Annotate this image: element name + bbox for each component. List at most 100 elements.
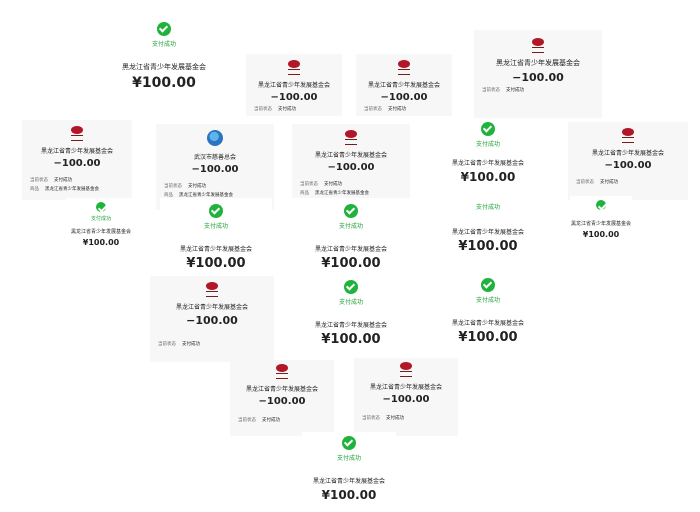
amount: −100.00 [258, 396, 306, 407]
receipt-card-6: 支付成功 黑龙江省青少年发展基金会 ¥100.00 [66, 198, 136, 248]
org-name: 黑龙江省青少年发展基金会 [122, 63, 206, 71]
org-name: 黑龙江省青少年发展基金会 [314, 246, 387, 253]
receipt-card-14: 支付成功 黑龙江省青少年发展基金会 ¥100.00 [428, 196, 548, 258]
receipt-card-5: 黑龙江省青少年发展基金会 −100.00 当前状态 支付成功 商品 黑龙江省青少年发… [22, 120, 132, 200]
payment-status: 支付成功 [338, 299, 363, 306]
payment-status: 支付成功 [475, 141, 500, 148]
receipt-card-18: 黑龙江省青少年发展基金会 −100.00 当前状态 支付成功 [230, 360, 334, 436]
receipt-card-11: 黑龙江省青少年发展基金会 ¥100.00 [570, 196, 632, 246]
amount: ¥100.00 [458, 239, 518, 254]
amount: −100.00 [327, 162, 375, 173]
amount: ¥100.00 [321, 332, 381, 347]
payment-status: 支付成功 [151, 41, 176, 48]
receipt-card-4: 黑龙江省青少年发展基金会 −100.00 当前状态 支付成功 [474, 30, 602, 118]
receipt-card-9: 支付成功 黑龙江省青少年发展基金会 ¥100.00 [428, 118, 548, 198]
status-row: 当前状态 支付成功 [482, 88, 524, 93]
receipt-card-19: 黑龙江省青少年发展基金会 −100.00 当前状态 支付成功 [354, 358, 458, 436]
receipt-card-20: 支付成功 黑龙江省青少年发展基金会 ¥100.00 [302, 432, 396, 504]
org-name: 黑龙江省青少年发展基金会 [40, 148, 113, 155]
receipt-card-2: 黑龙江省青少年发展基金会 −100.00 当前状态 支付成功 [246, 54, 342, 116]
receipt-card-7: 武汉市慈善总会 −100.00 当前状态 支付成功 商品 黑龙江省青少年发展基金会 [156, 124, 274, 210]
foundation-logo-icon [275, 364, 289, 379]
amount: ¥100.00 [458, 330, 518, 345]
receipt-card-16: 支付成功 黑龙江省青少年发展基金会 ¥100.00 [292, 276, 410, 348]
amount: −100.00 [380, 92, 428, 103]
org-name: 黑龙江省青少年发展基金会 [175, 304, 248, 311]
foundation-logo-icon [205, 282, 219, 297]
check-icon [344, 204, 358, 218]
amount: ¥100.00 [132, 75, 196, 91]
amount: −100.00 [191, 164, 239, 175]
status-row: 当前状态 支付成功 [364, 107, 406, 112]
org-name: 黑龙江省青少年发展基金会 [496, 59, 580, 67]
status-row: 当前状态 支付成功 [254, 107, 296, 112]
payment-status: 支付成功 [475, 204, 500, 211]
receipt-card-17: 支付成功 黑龙江省青少年发展基金会 ¥100.00 [432, 274, 544, 348]
org-name: 黑龙江省青少年发展基金会 [257, 82, 330, 89]
item-row: 商品 黑龙江省青少年发展基金会 [30, 187, 99, 192]
foundation-logo-icon [621, 128, 635, 143]
status-row: 当前状态 支付成功 [576, 180, 618, 185]
receipt-card-1: 支付成功 黑龙江省青少年发展基金会 ¥100.00 [98, 20, 230, 112]
status-row: 当前状态 支付成功 [158, 342, 200, 347]
check-icon [481, 122, 495, 136]
payment-status: 支付成功 [90, 216, 111, 222]
foundation-logo-icon [344, 130, 358, 145]
payment-status: 支付成功 [338, 223, 363, 230]
amount: ¥100.00 [321, 256, 381, 270]
amount: ¥100.00 [82, 238, 120, 247]
receipt-card-13: 支付成功 黑龙江省青少年发展基金会 ¥100.00 [292, 198, 410, 270]
check-icon [96, 202, 106, 212]
amount: −100.00 [186, 314, 238, 327]
foundation-logo-icon [70, 126, 84, 141]
org-name: 黑龙江省青少年发展基金会 [70, 229, 131, 235]
check-icon [209, 204, 223, 218]
foundation-logo-icon [397, 60, 411, 75]
org-name: 黑龙江省青少年发展基金会 [312, 478, 385, 485]
org-name: 黑龙江省青少年发展基金会 [451, 229, 524, 236]
amount: −100.00 [604, 160, 652, 171]
item-row: 商品 黑龙江省青少年发展基金会 [300, 191, 369, 196]
amount: −100.00 [382, 394, 430, 405]
check-icon [342, 436, 356, 450]
amount: ¥100.00 [460, 170, 516, 184]
amount: −100.00 [512, 71, 564, 84]
status-row: 当前状态 支付成功 [238, 418, 280, 423]
amount: −100.00 [53, 158, 101, 169]
payment-status: 支付成功 [203, 223, 228, 230]
org-name: 黑龙江省青少年发展基金会 [591, 150, 664, 157]
status-row: 当前状态 支付成功 [164, 184, 206, 189]
org-name: 黑龙江省青少年发展基金会 [245, 386, 318, 393]
receipt-card-3: 黑龙江省青少年发展基金会 −100.00 当前状态 支付成功 [356, 54, 452, 116]
org-name: 黑龙江省青少年发展基金会 [451, 320, 524, 327]
org-name: 黑龙江省青少年发展基金会 [369, 384, 442, 391]
org-name: 武汉市慈善总会 [193, 154, 236, 161]
check-icon [596, 200, 606, 210]
receipt-card-12: 支付成功 黑龙江省青少年发展基金会 ¥100.00 [160, 198, 272, 270]
item-row: 商品 黑龙江省青少年发展基金会 [164, 193, 233, 198]
check-icon [157, 22, 171, 36]
amount: −100.00 [270, 92, 318, 103]
amount: ¥100.00 [582, 230, 620, 239]
org-name: 黑龙江省青少年发展基金会 [367, 82, 440, 89]
payment-status: 支付成功 [475, 297, 500, 304]
foundation-logo-icon [287, 60, 301, 75]
amount: ¥100.00 [321, 488, 377, 502]
foundation-logo-icon [399, 362, 413, 377]
check-icon [344, 280, 358, 294]
org-name: 黑龙江省青少年发展基金会 [451, 160, 524, 167]
check-icon [481, 278, 495, 292]
receipt-card-8: 黑龙江省青少年发展基金会 −100.00 当前状态 支付成功 商品 黑龙江省青少年发… [292, 124, 410, 210]
status-row: 当前状态 支付成功 [362, 416, 404, 421]
org-name: 黑龙江省青少年发展基金会 [314, 152, 387, 159]
org-name: 黑龙江省青少年发展基金会 [179, 246, 252, 253]
receipt-card-15: 黑龙江省青少年发展基金会 −100.00 当前状态 支付成功 [150, 276, 274, 362]
status-row: 当前状态 支付成功 [30, 178, 72, 183]
payment-status: 支付成功 [336, 455, 361, 462]
foundation-logo-icon [531, 38, 545, 53]
charity-logo-icon [207, 130, 223, 146]
receipt-card-10: 黑龙江省青少年发展基金会 −100.00 当前状态 支付成功 [568, 122, 688, 200]
org-name: 黑龙江省青少年发展基金会 [570, 221, 631, 227]
amount: ¥100.00 [186, 256, 246, 270]
status-row: 当前状态 支付成功 [300, 182, 342, 187]
